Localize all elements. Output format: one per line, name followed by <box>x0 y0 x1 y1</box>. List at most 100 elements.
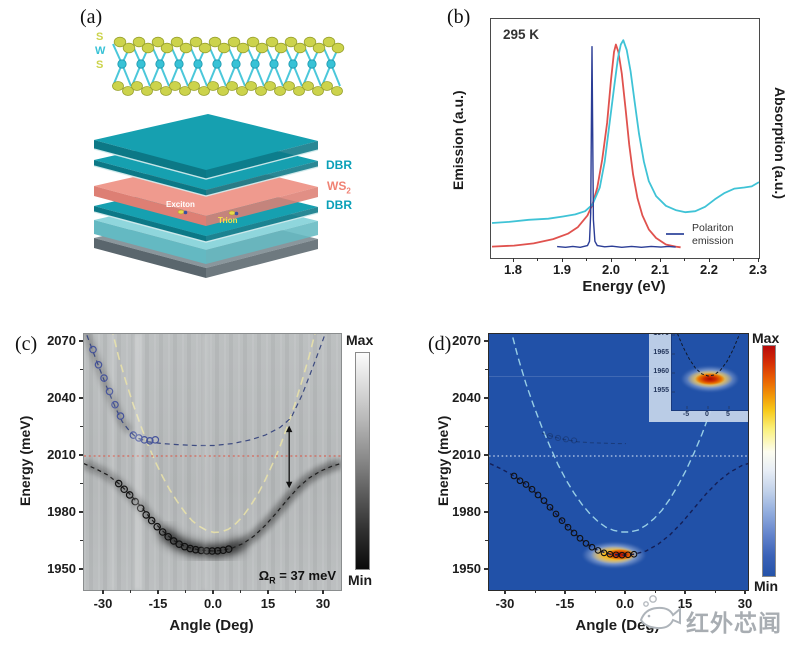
c-xtick-minor <box>240 589 241 593</box>
d-ytick-mark <box>483 454 488 456</box>
d-ytick-label: 1980 <box>452 504 481 519</box>
c-xtick-label: -15 <box>148 596 168 611</box>
axis-label-angle-d: Angle (Deg) <box>575 617 660 634</box>
c-xtick-mark <box>212 589 214 594</box>
d-ytick-mark <box>483 568 488 570</box>
panel-d-label: (d) <box>428 333 452 355</box>
legend-label: Polariton emission <box>692 222 734 247</box>
c-ytick-mark <box>78 511 83 513</box>
d-xtick-label: 0.0 <box>615 596 635 611</box>
b-xtick-label: 2.3 <box>748 262 768 277</box>
atom-label-w: W <box>95 45 106 57</box>
map-scan-line <box>489 376 748 377</box>
axis-label-energy-mev-c: Energy (meV) <box>17 415 33 507</box>
map-streak <box>110 334 114 590</box>
d-ytick-mark <box>483 397 488 399</box>
d-ytick-label: 2040 <box>452 390 481 405</box>
d-ytick-mark <box>483 340 488 342</box>
panel-c-curves <box>84 334 341 558</box>
panel-c: (c) ΩR = 37 meV 2070 2040 2010 1980 1950 -30 -… <box>0 320 405 646</box>
microcavity-illustration: Exciton Trion <box>93 114 319 278</box>
c-xtick-mark <box>267 589 269 594</box>
d-xtick-minor <box>654 589 656 593</box>
c-ytick-label: 2040 <box>47 390 76 405</box>
panel-b-label: (b) <box>447 6 471 28</box>
c-xtick-mark <box>157 589 159 594</box>
b-xtick-mark <box>757 257 759 262</box>
panel-d: (d) 1970 1965 1960 1955 -5 0 5 2070 2040 2010 198… <box>420 320 801 646</box>
watermark-text: 红外芯闻 <box>686 610 782 636</box>
colorbar-max-label-c: Max <box>346 332 374 348</box>
d-ytick-mark <box>483 511 488 513</box>
layer-label-ws2: WS2 <box>327 179 351 196</box>
d-ytick-label: 2010 <box>452 447 481 462</box>
axis-label-energy-ev: Energy (eV) <box>582 278 666 295</box>
axis-label-absorption: Absorption (a.u.) <box>772 86 788 199</box>
map-streak <box>202 334 207 590</box>
c-ytick-mark <box>78 568 83 570</box>
c-xtick-minor <box>185 589 186 593</box>
axis-label-emission: Emission (a.u.) <box>450 90 466 190</box>
exciton-label: Exciton <box>166 200 195 209</box>
panel-c-dispersion-map: ΩR = 37 meV <box>83 333 342 591</box>
c-ytick-minor <box>80 426 83 427</box>
c-ytick-minor <box>80 483 83 484</box>
c-xtick-label: 15 <box>260 596 276 611</box>
d-xtick-mark <box>624 589 626 594</box>
d-xtick-minor <box>594 589 596 593</box>
b-xtick-label: 1.9 <box>552 262 572 277</box>
legend-line-sample <box>666 233 684 235</box>
b-xtick-mark <box>659 257 661 262</box>
c-ytick-mark <box>78 397 83 399</box>
inset-curve <box>672 334 741 409</box>
d-xtick-mark <box>744 589 746 594</box>
legend: Polariton emission <box>666 222 754 248</box>
b-xtick-mark <box>561 257 563 262</box>
c-xtick-minor <box>130 589 131 593</box>
c-xtick-label: 30 <box>315 596 331 611</box>
d-xtick-minor <box>534 589 536 593</box>
d-ytick-label: 1950 <box>452 561 481 576</box>
inset-ytick-label: 1960 <box>653 368 669 375</box>
b-xtick-minor <box>586 257 588 261</box>
b-xtick-label: 2.1 <box>650 262 670 277</box>
inset-zoom-panel: 1970 1965 1960 1955 -5 0 5 <box>649 334 748 422</box>
b-xtick-mark <box>708 257 710 262</box>
c-ytick-label: 1950 <box>47 561 76 576</box>
whale-logo-icon <box>639 595 681 630</box>
d-ytick-minor <box>485 426 488 427</box>
axis-label-energy-mev-d: Energy (meV) <box>435 415 451 507</box>
atom-label-s-top: S <box>96 31 104 43</box>
layer-label-dbr-top: DBR <box>326 158 352 172</box>
d-ytick-label: 2070 <box>452 333 481 348</box>
b-xtick-mark <box>512 257 514 262</box>
inset-xtick-label: -5 <box>682 411 690 418</box>
d-xtick-label: -15 <box>555 596 575 611</box>
axis-label-angle-c: Angle (Deg) <box>169 617 254 634</box>
d-ytick-minor <box>485 540 488 541</box>
d-ytick-minor <box>485 369 488 370</box>
d-xtick-minor <box>714 589 716 593</box>
c-ytick-mark <box>78 454 83 456</box>
inset-ytick-label: 1955 <box>653 387 669 394</box>
d-xtick-label: -30 <box>495 596 515 611</box>
panel-c-label: (c) <box>15 333 38 355</box>
panel-b-curves <box>491 39 759 249</box>
b-xtick-minor <box>684 257 685 261</box>
b-xtick-label: 2.0 <box>601 262 621 277</box>
watermark: 红外芯闻 <box>634 592 800 644</box>
colorbar-grayscale <box>355 352 370 570</box>
b-xtick-label: 1.8 <box>503 262 523 277</box>
map-streak <box>134 334 141 590</box>
d-xtick-label: 15 <box>677 596 693 611</box>
ws2-crystal-illustration <box>112 36 345 96</box>
b-xtick-mark <box>610 257 612 262</box>
panel-a-label: (a) <box>80 6 103 28</box>
inset-xtick-label: 5 <box>726 411 730 418</box>
b-xtick-minor <box>635 257 636 261</box>
c-ytick-label: 2070 <box>47 333 76 348</box>
inset-xtick-label: 0 <box>705 411 709 418</box>
panel-a: (a) S W S Exciton Trion DBR WS2 DBR <box>60 0 405 318</box>
d-xtick-label: 30 <box>737 596 753 611</box>
panel-d-emission-map: 1970 1965 1960 1955 -5 0 5 <box>488 333 749 591</box>
